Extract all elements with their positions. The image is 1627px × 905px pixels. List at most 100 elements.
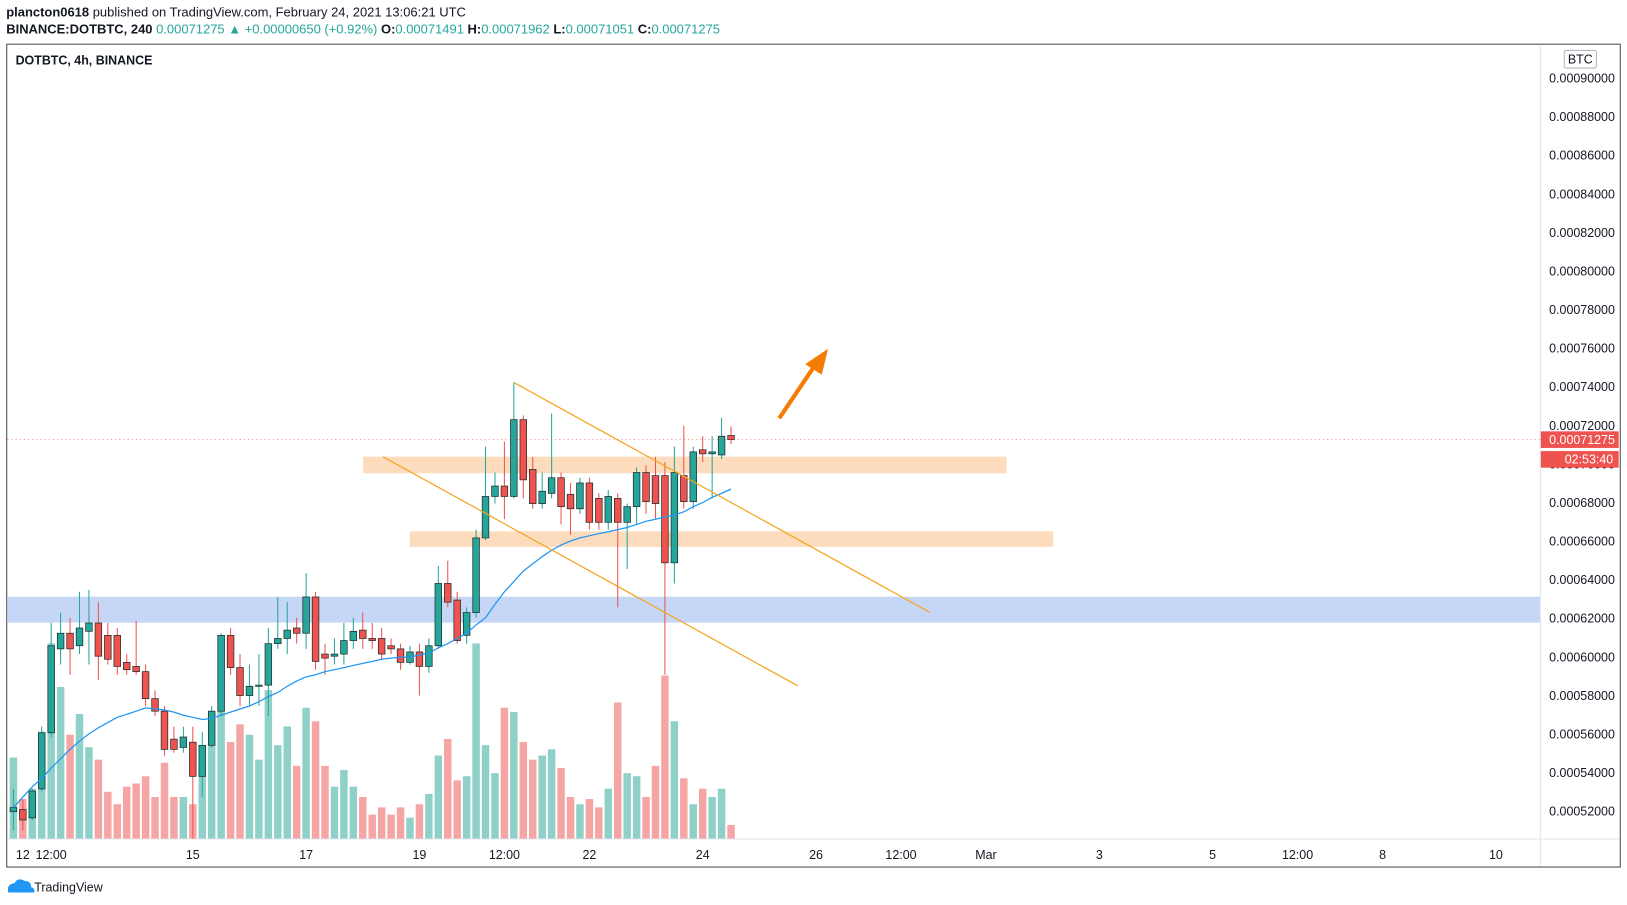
volume-bar xyxy=(670,721,679,839)
volume-bar xyxy=(491,773,499,839)
candle-body xyxy=(38,732,46,790)
candle-body xyxy=(444,583,452,603)
volume-bar xyxy=(122,786,131,839)
volume-bar xyxy=(727,825,735,839)
candle-body xyxy=(179,736,188,748)
candle-body xyxy=(689,451,697,503)
last-price-label: 0.00071275 xyxy=(1549,433,1615,447)
x-tick-label: 3 xyxy=(1096,848,1103,862)
candle-body xyxy=(453,599,461,641)
candle-body xyxy=(340,640,348,655)
chart-legend: DOTBTC, 4h, BINANCE xyxy=(16,53,153,67)
candle-body xyxy=(547,477,556,494)
volume-bar xyxy=(717,788,726,839)
candle-body xyxy=(595,498,603,523)
volume-bar xyxy=(510,711,518,839)
candle-body xyxy=(557,477,565,508)
volume-bar xyxy=(368,814,376,839)
candle-body xyxy=(311,596,320,662)
volume-bar xyxy=(566,796,575,839)
candle-body xyxy=(727,435,735,441)
drawings-front xyxy=(382,348,931,687)
y-tick-label: 0.00066000 xyxy=(1549,535,1615,549)
volume-bar xyxy=(104,791,112,839)
candle-body xyxy=(434,583,442,647)
volume-bar xyxy=(179,796,188,839)
volume-bar xyxy=(359,796,367,839)
volume-bar xyxy=(377,807,386,839)
y-tick-label: 0.00054000 xyxy=(1549,766,1615,780)
candle-body xyxy=(576,482,584,510)
y-tick-label: 0.00082000 xyxy=(1549,226,1615,240)
footer-logo: TradingView xyxy=(7,879,104,894)
candle-body xyxy=(104,634,112,660)
candle-body xyxy=(292,627,301,634)
y-tick-label: 0.00080000 xyxy=(1549,264,1615,278)
candle-body xyxy=(94,622,103,657)
x-tick-label: 12:00 xyxy=(885,848,916,862)
volume-bar xyxy=(472,643,480,839)
volume-bar xyxy=(66,734,74,839)
candle-body xyxy=(566,493,575,510)
y-tick-label: 0.00074000 xyxy=(1549,380,1615,394)
x-tick-label: 10 xyxy=(1489,848,1503,862)
volume-bar xyxy=(283,726,291,839)
volume-bar xyxy=(396,807,405,839)
volume-bar xyxy=(236,724,244,839)
resistance-zone xyxy=(363,456,1007,474)
candle-body xyxy=(75,627,84,647)
channel-lower-line xyxy=(382,456,799,687)
volume-bar xyxy=(94,759,103,839)
candle-body xyxy=(359,629,367,639)
candle-body xyxy=(632,472,641,508)
candle-body xyxy=(462,612,471,636)
candle-body xyxy=(699,449,707,455)
candle-body xyxy=(614,498,622,523)
volume-bar xyxy=(538,755,546,839)
ohlc-label: C: xyxy=(638,21,652,36)
volume-bar xyxy=(519,741,528,839)
volume-bar xyxy=(434,755,443,839)
volume-bar xyxy=(245,734,254,839)
y-tick-label: 0.00088000 xyxy=(1549,110,1615,124)
volume-bar xyxy=(141,776,150,839)
countdown-tag xyxy=(1540,451,1619,468)
support-zone-orange xyxy=(409,531,1054,547)
volume-bar xyxy=(632,776,641,839)
candle-body xyxy=(170,738,178,750)
y-tick-label: 0.00052000 xyxy=(1549,805,1615,819)
volume-bar xyxy=(207,741,216,839)
volume-bar xyxy=(217,635,225,839)
candle-body xyxy=(255,684,263,687)
candle-body xyxy=(151,698,159,712)
volume-bar xyxy=(604,788,613,839)
volume-bar xyxy=(481,745,490,839)
candle-body xyxy=(510,419,518,497)
y-tick-label: 0.00062000 xyxy=(1549,612,1615,626)
ohlc-value: 0.00071051 xyxy=(566,21,635,36)
x-tick-label: 12:00 xyxy=(36,848,67,862)
candle-layer xyxy=(9,382,735,839)
candle-body xyxy=(623,506,631,523)
volume-bar xyxy=(623,773,631,839)
x-tick-label: 5 xyxy=(1209,848,1216,862)
logo-icon xyxy=(7,879,35,893)
volume-bar xyxy=(160,762,169,839)
volume-bar xyxy=(651,765,660,839)
y-tick-label: 0.00078000 xyxy=(1549,303,1615,317)
candle-body xyxy=(500,485,509,497)
channel-upper-line xyxy=(514,382,931,613)
x-tick-label: 17 xyxy=(299,848,313,862)
candle-body xyxy=(141,671,150,699)
volume-bar xyxy=(585,799,594,839)
volume-bar xyxy=(85,747,93,839)
x-tick-label: 26 xyxy=(809,848,823,862)
publisher: plancton0618 xyxy=(6,5,89,20)
candle-body xyxy=(661,475,669,564)
arrow-shaft xyxy=(777,366,816,420)
x-tick-label: 12:00 xyxy=(1282,848,1313,862)
x-tick-label: 24 xyxy=(696,848,710,862)
ohlc-value: 0.00071275 xyxy=(651,21,720,36)
volume-bar xyxy=(151,796,159,839)
